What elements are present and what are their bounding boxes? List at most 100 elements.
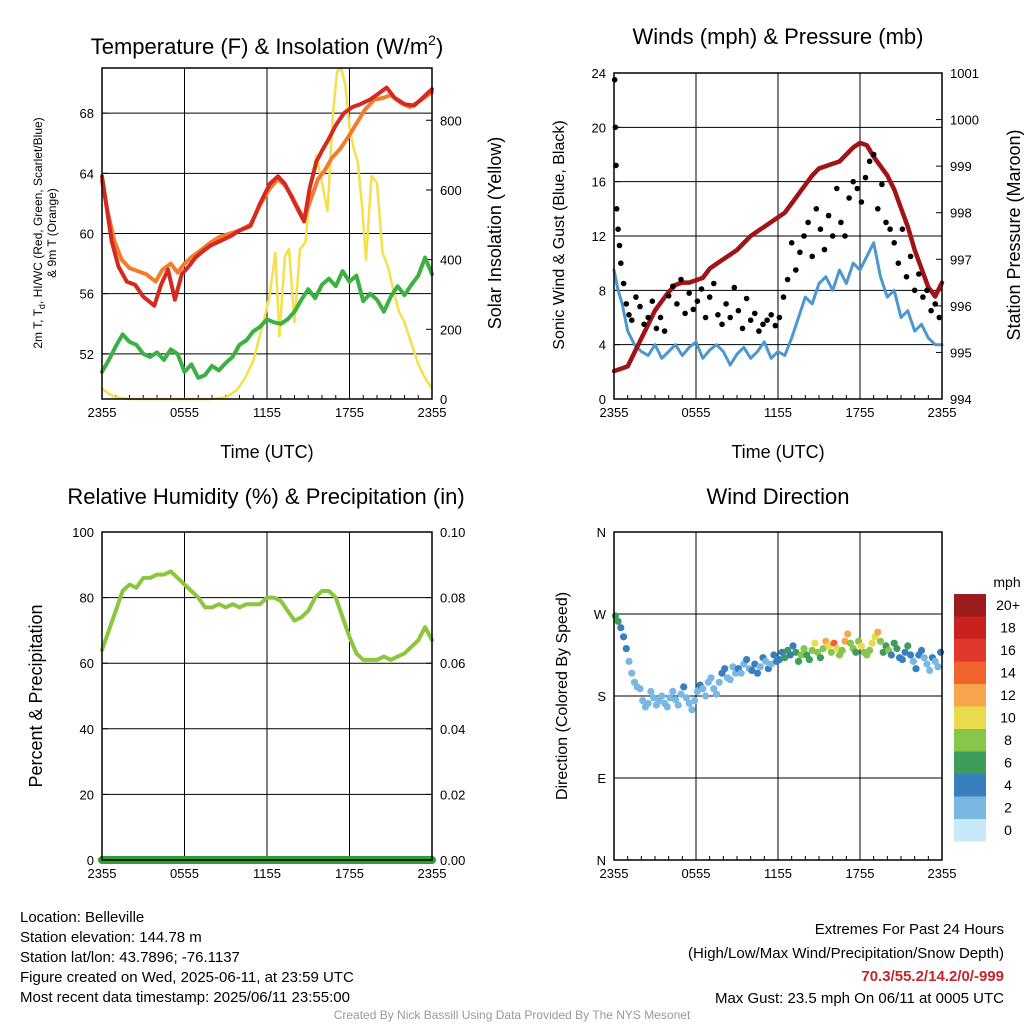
y-tick-label: 60 bbox=[80, 227, 94, 242]
colorbar-swatch bbox=[954, 639, 986, 662]
x-tick-label: 2355 bbox=[600, 405, 629, 420]
y2-tick-label: 994 bbox=[950, 392, 972, 407]
gust-point bbox=[895, 260, 902, 267]
panel-wind-direction: Wind Direction 2355 0555 1155 1755 2355NESWN… bbox=[554, 484, 1021, 881]
insolation-line bbox=[100, 66, 434, 401]
direction-point bbox=[770, 651, 778, 659]
gust-point bbox=[711, 280, 717, 287]
direction-point bbox=[680, 683, 688, 691]
credit: Created By Nick Bassill Using Data Provi… bbox=[334, 1008, 691, 1022]
direction-point bbox=[762, 657, 770, 666]
y2-tick-label: 0.08 bbox=[440, 591, 465, 606]
colorbar-label: 10 bbox=[1000, 710, 1016, 726]
direction-point bbox=[857, 642, 866, 650]
gust-point bbox=[739, 325, 746, 332]
y2-tick-label: 0.06 bbox=[440, 656, 465, 671]
temp-line bbox=[100, 85, 434, 308]
gust-point bbox=[682, 310, 688, 317]
direction-point bbox=[707, 674, 715, 682]
panel-winds: Winds (mph) & Pressure (mb) 2355 0555 1155… bbox=[551, 24, 1024, 462]
x-tick-label: 1755 bbox=[846, 866, 875, 881]
gust-point bbox=[936, 314, 943, 321]
y-tick-label: 60 bbox=[80, 656, 94, 671]
colorbar-unit: mph bbox=[993, 574, 1020, 590]
x-tick-label: 0555 bbox=[682, 405, 711, 420]
pressure-line bbox=[611, 140, 945, 374]
x-tick-label: 2355 bbox=[88, 405, 117, 420]
direction-point bbox=[794, 657, 803, 666]
gust-point bbox=[623, 301, 630, 307]
direction-point bbox=[702, 692, 710, 700]
gust-point bbox=[613, 206, 620, 212]
gust-point bbox=[752, 310, 758, 317]
y-tick-label: 0 bbox=[87, 853, 94, 868]
direction-point bbox=[934, 663, 942, 671]
footer: Location: Belleville Station elevation: … bbox=[20, 909, 1004, 1022]
gust-point bbox=[735, 307, 742, 314]
temp-y2label: Solar Insolation (Yellow) bbox=[485, 137, 505, 329]
direction-point bbox=[797, 651, 805, 659]
gust-point bbox=[764, 317, 770, 324]
temp-title: Temperature (F) & Insolation (W/m2) bbox=[91, 32, 444, 59]
colorbar-swatch bbox=[954, 774, 986, 797]
direction-point bbox=[904, 642, 912, 650]
direction-point bbox=[729, 663, 737, 671]
x-tick-label: 1755 bbox=[335, 866, 364, 881]
direction-point bbox=[841, 637, 849, 645]
direction-point bbox=[825, 642, 833, 650]
direction-point bbox=[893, 645, 901, 653]
direction-point bbox=[712, 690, 721, 698]
direction-point bbox=[890, 639, 898, 647]
y2-tick-label: 0.10 bbox=[440, 525, 465, 540]
y2-tick-label: 600 bbox=[440, 183, 462, 198]
gust-point bbox=[899, 226, 906, 232]
direction-point bbox=[792, 648, 800, 656]
footer-elevation: Station elevation: 144.78 m bbox=[20, 929, 202, 946]
direction-point bbox=[887, 651, 896, 659]
y2-tick-label: 995 bbox=[950, 345, 972, 360]
colorbar-label: 18 bbox=[1000, 620, 1016, 636]
colorbar-swatch bbox=[954, 594, 986, 617]
temp-xlabel: Time (UTC) bbox=[220, 442, 313, 462]
gust-point bbox=[616, 242, 623, 249]
direction-point bbox=[786, 651, 794, 659]
y-tick-label: 0 bbox=[599, 392, 606, 407]
gust-point bbox=[875, 206, 881, 212]
gust-point bbox=[719, 321, 725, 328]
direction-point bbox=[931, 657, 939, 666]
gust-point bbox=[657, 314, 664, 321]
gust-point bbox=[817, 226, 824, 232]
direction-point bbox=[666, 694, 674, 702]
direction-point bbox=[844, 630, 852, 638]
direction-point bbox=[898, 656, 907, 664]
direction-point bbox=[907, 651, 915, 659]
direction-point bbox=[838, 646, 846, 655]
y-tick-label: 20 bbox=[592, 120, 606, 135]
y-tick-label: 24 bbox=[592, 66, 606, 81]
x-tick-label: 2355 bbox=[928, 866, 957, 881]
direction-point bbox=[814, 648, 822, 656]
winds-y2label: Station Pressure (Maroon) bbox=[1004, 129, 1024, 340]
y-tick-label: 56 bbox=[80, 287, 94, 302]
direction-point bbox=[879, 648, 887, 656]
direction-point bbox=[800, 645, 808, 653]
panel-temperature: Temperature (F) & Insolation (W/m2) 2355… bbox=[31, 32, 505, 462]
x-tick-label: 1755 bbox=[335, 405, 364, 420]
y2-tick-label: 0.02 bbox=[440, 787, 465, 802]
gust-point bbox=[879, 181, 885, 188]
direction-point bbox=[721, 665, 729, 673]
y-tick-label: 52 bbox=[80, 347, 94, 362]
gust-point bbox=[883, 219, 889, 226]
direction-point bbox=[677, 690, 685, 698]
gust-point bbox=[618, 260, 624, 267]
gust-point bbox=[698, 286, 705, 292]
direction-point bbox=[876, 637, 885, 645]
gust-point bbox=[784, 276, 791, 283]
gust-point bbox=[829, 233, 836, 239]
x-tick-label: 1155 bbox=[764, 866, 792, 881]
direction-point bbox=[620, 633, 628, 641]
direction-point bbox=[644, 699, 652, 707]
gust-point bbox=[747, 317, 754, 324]
x-tick-label: 1155 bbox=[253, 405, 281, 420]
